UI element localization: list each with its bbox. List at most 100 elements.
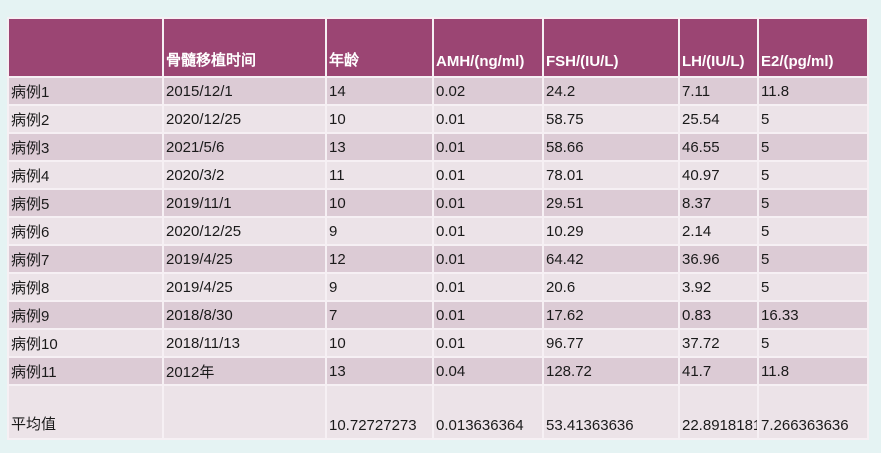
column-header: 骨髓移植时间 xyxy=(162,17,327,78)
table-cell: 13 xyxy=(325,356,434,386)
table-cell: 46.55 xyxy=(678,132,759,162)
column-header xyxy=(7,17,164,78)
table-cell: 10 xyxy=(325,328,434,358)
average-cell: 53.41363636 xyxy=(542,384,680,440)
table-cell: 0.01 xyxy=(432,132,544,162)
table-cell: 5 xyxy=(757,328,869,358)
table-cell: 病例11 xyxy=(7,356,164,386)
table-cell: 14 xyxy=(325,76,434,106)
table-cell: 病例1 xyxy=(7,76,164,106)
table-cell: 58.75 xyxy=(542,104,680,134)
average-cell: 10.72727273 xyxy=(325,384,434,440)
table-row: 病例10 2018/11/13 10 0.01 96.77 37.72 5 xyxy=(7,328,869,358)
table-cell: 2019/11/1 xyxy=(162,188,327,218)
table-cell: 10.29 xyxy=(542,216,680,246)
table-row: 病例7 2019/4/25 12 0.01 64.42 36.96 5 xyxy=(7,244,869,274)
table-cell: 64.42 xyxy=(542,244,680,274)
table-cell: 病例9 xyxy=(7,300,164,330)
table-cell: 96.77 xyxy=(542,328,680,358)
table-cell: 13 xyxy=(325,132,434,162)
table-cell: 0.01 xyxy=(432,188,544,218)
table-row: 病例9 2018/8/30 7 0.01 17.62 0.83 16.33 xyxy=(7,300,869,330)
table-cell: 0.01 xyxy=(432,244,544,274)
table-cell: 病例4 xyxy=(7,160,164,190)
table-cell: 病例3 xyxy=(7,132,164,162)
column-header: 年龄 xyxy=(325,17,434,78)
table-cell: 11.8 xyxy=(757,76,869,106)
table-cell: 10 xyxy=(325,188,434,218)
table-cell: 2020/12/25 xyxy=(162,104,327,134)
table-cell: 0.04 xyxy=(432,356,544,386)
table-cell: 0.83 xyxy=(678,300,759,330)
table-row: 病例3 2021/5/6 13 0.01 58.66 46.55 5 xyxy=(7,132,869,162)
table-cell: 病例2 xyxy=(7,104,164,134)
table-cell: 2021/5/6 xyxy=(162,132,327,162)
table-row: 病例8 2019/4/25 9 0.01 20.6 3.92 5 xyxy=(7,272,869,302)
column-header: AMH/(ng/ml) xyxy=(432,17,544,78)
table-cell: 5 xyxy=(757,272,869,302)
table-cell: 0.01 xyxy=(432,300,544,330)
table-row: 病例2 2020/12/25 10 0.01 58.75 25.54 5 xyxy=(7,104,869,134)
table-row: 病例1 2015/12/1 14 0.02 24.2 7.11 11.8 xyxy=(7,76,869,106)
table-cell: 37.72 xyxy=(678,328,759,358)
table-cell: 0.01 xyxy=(432,216,544,246)
header-row: 骨髓移植时间 年龄 AMH/(ng/ml) FSH/(IU/L) LH/(IU/L) E2… xyxy=(7,17,869,78)
table-cell: 12 xyxy=(325,244,434,274)
table-cell: 7.11 xyxy=(678,76,759,106)
column-header: FSH/(IU/L) xyxy=(542,17,680,78)
table-cell: 0.01 xyxy=(432,160,544,190)
table-cell: 40.97 xyxy=(678,160,759,190)
table-cell: 0.01 xyxy=(432,104,544,134)
table-cell: 病例8 xyxy=(7,272,164,302)
table-cell: 128.72 xyxy=(542,356,680,386)
table-cell: 2019/4/25 xyxy=(162,244,327,274)
table-cell: 5 xyxy=(757,216,869,246)
table-cell: 10 xyxy=(325,104,434,134)
table-row: 病例4 2020/3/2 11 0.01 78.01 40.97 5 xyxy=(7,160,869,190)
table-cell: 8.37 xyxy=(678,188,759,218)
table-cell: 5 xyxy=(757,132,869,162)
table-cell: 2018/8/30 xyxy=(162,300,327,330)
table-cell: 5 xyxy=(757,104,869,134)
table-cell: 2020/3/2 xyxy=(162,160,327,190)
table-cell: 0.01 xyxy=(432,328,544,358)
table-cell: 2018/11/13 xyxy=(162,328,327,358)
table-cell: 2019/4/25 xyxy=(162,272,327,302)
table-cell: 17.62 xyxy=(542,300,680,330)
table-cell: 41.7 xyxy=(678,356,759,386)
table-cell: 0.01 xyxy=(432,272,544,302)
table-cell: 5 xyxy=(757,160,869,190)
table-cell: 0.02 xyxy=(432,76,544,106)
table-cell: 5 xyxy=(757,244,869,274)
table-cell: 3.92 xyxy=(678,272,759,302)
table-cell: 2.14 xyxy=(678,216,759,246)
table-cell: 2020/12/25 xyxy=(162,216,327,246)
table-cell: 病例10 xyxy=(7,328,164,358)
table-row: 病例6 2020/12/25 9 0.01 10.29 2.14 5 xyxy=(7,216,869,246)
table-cell: 9 xyxy=(325,216,434,246)
average-cell xyxy=(162,384,327,440)
average-cell: 平均值 xyxy=(7,384,164,440)
table-cell: 11.8 xyxy=(757,356,869,386)
table-cell: 20.6 xyxy=(542,272,680,302)
table-cell: 7 xyxy=(325,300,434,330)
table-row: 病例5 2019/11/1 10 0.01 29.51 8.37 5 xyxy=(7,188,869,218)
table-cell: 病例6 xyxy=(7,216,164,246)
table-cell: 2012年 xyxy=(162,356,327,386)
table-cell: 5 xyxy=(757,188,869,218)
average-row: 平均值 10.72727273 0.013636364 53.41363636 22.8… xyxy=(7,384,869,440)
table-cell: 36.96 xyxy=(678,244,759,274)
average-cell: 22.89181818 xyxy=(678,384,759,440)
data-table: 骨髓移植时间 年龄 AMH/(ng/ml) FSH/(IU/L) LH/(IU/L) E2… xyxy=(7,17,869,440)
table-cell: 25.54 xyxy=(678,104,759,134)
table-cell: 58.66 xyxy=(542,132,680,162)
column-header: LH/(IU/L) xyxy=(678,17,759,78)
table-cell: 2015/12/1 xyxy=(162,76,327,106)
table-cell: 11 xyxy=(325,160,434,190)
table-cell: 78.01 xyxy=(542,160,680,190)
column-header: E2/(pg/ml) xyxy=(757,17,869,78)
table-cell: 病例5 xyxy=(7,188,164,218)
average-cell: 7.266363636 xyxy=(757,384,869,440)
table-cell: 病例7 xyxy=(7,244,164,274)
table-cell: 16.33 xyxy=(757,300,869,330)
